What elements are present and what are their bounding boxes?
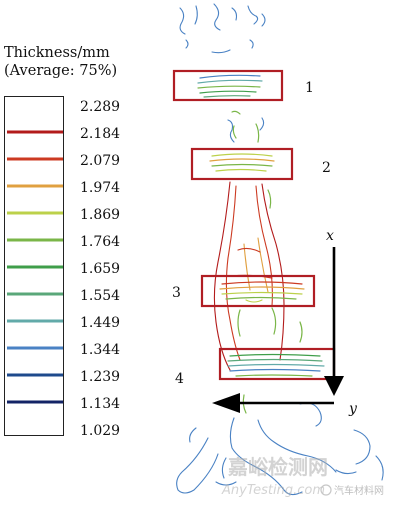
legend-label: 1.029 [80,423,121,439]
region-label-2: 2 [322,160,331,176]
region-label-1: 1 [305,80,314,96]
watermark-line2: AnyTesting.com [221,483,325,498]
contour-edge-green [231,110,303,414]
wechat-icon [320,484,332,496]
contour-outline-blue [176,3,384,496]
y-axis-arrowhead [212,393,240,413]
region-1-contours [197,74,263,98]
watermark-badge: 汽车材料网 [334,484,384,497]
region-label-4: 4 [175,371,184,387]
legend-label: 1.239 [80,369,121,385]
legend-label: 1.554 [80,288,121,304]
region-box-2 [190,147,294,181]
region-label-3: 3 [172,285,181,301]
legend-label: 2.079 [80,153,121,169]
region-3-contours [219,274,305,300]
region-4-contours [227,353,325,377]
legend-title-line1: Thickness/mm [4,45,110,61]
legend-swatches [7,130,63,404]
y-axis-label: y [348,401,358,417]
legend-label: 2.184 [80,126,121,142]
x-axis-arrowhead [324,376,344,396]
legend-title-line2: (Average: 75%) [4,63,118,79]
legend-label: 2.289 [80,99,121,115]
watermark-line1: 嘉峪检测网 [227,455,328,479]
legend-label: 1.344 [80,342,121,358]
region-2-contours [209,153,275,172]
x-axis-label: x [326,228,334,244]
legend-label: 1.764 [80,234,121,250]
coordinate-axes: x y [212,228,358,417]
watermark: 嘉峪检测网 AnyTesting.com 汽车材料网 [221,455,384,498]
legend-colorbar [4,96,64,436]
legend-label: 1.449 [80,315,121,331]
legend-label: 1.659 [80,261,121,277]
legend-title: Thickness/mm (Average: 75%) [4,44,117,80]
region-box-3 [200,274,316,308]
legend-label: 1.134 [80,396,121,412]
legend-label: 1.974 [80,180,121,196]
region-box-1 [172,69,284,102]
legend-label: 1.869 [80,207,121,223]
